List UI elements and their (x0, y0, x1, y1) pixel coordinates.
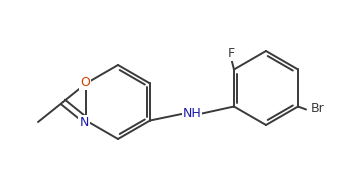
Text: NH: NH (183, 107, 201, 120)
Text: O: O (80, 76, 90, 89)
Text: F: F (227, 47, 234, 60)
Text: Br: Br (311, 102, 325, 115)
Text: N: N (79, 116, 89, 129)
